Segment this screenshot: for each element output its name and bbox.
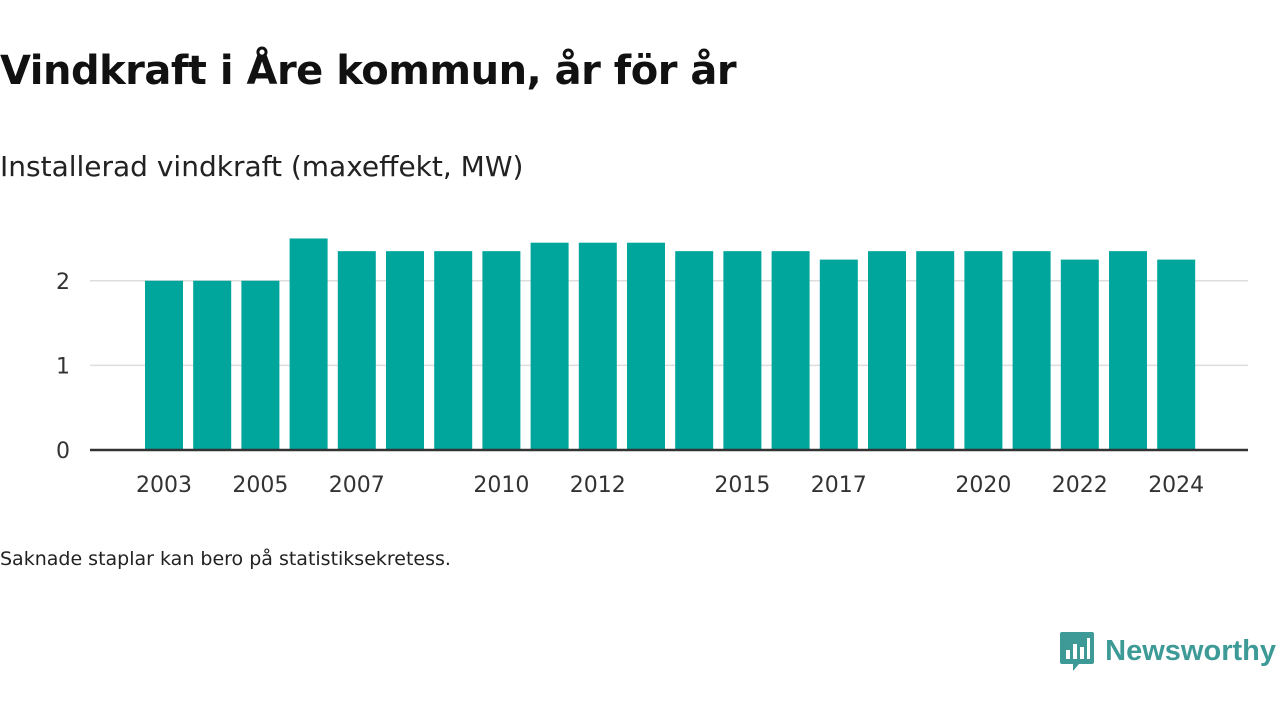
bar-2018 <box>868 251 906 450</box>
bar-2017 <box>819 259 858 450</box>
bar-2007 <box>337 251 376 450</box>
brand-logo[interactable]: Newsworthy <box>1059 630 1276 672</box>
bar-2006 <box>289 238 328 450</box>
bar-2009 <box>434 251 473 450</box>
x-tick-label: 2015 <box>714 473 770 498</box>
chart-title: Vindkraft i Åre kommun, år för år <box>0 48 737 94</box>
y-tick-label: 1 <box>56 354 70 379</box>
chart-subtitle: Installerad vindkraft (maxeffekt, MW) <box>0 150 524 183</box>
x-tick-label: 2010 <box>473 473 529 498</box>
newsworthy-logo-icon <box>1060 632 1095 671</box>
bar-2012 <box>578 242 617 450</box>
bar-2019 <box>916 251 955 450</box>
y-tick-label: 2 <box>56 270 70 295</box>
x-tick-label: 2005 <box>232 473 288 498</box>
bar-2008 <box>386 251 424 450</box>
x-tick-label: 2017 <box>811 473 867 498</box>
y-tick-label: 0 <box>56 439 70 464</box>
bar-2023 <box>1109 251 1147 450</box>
bar-2004 <box>193 280 232 450</box>
bar-2013 <box>627 242 665 450</box>
axes: 0 1 2 2003 2005 2007 2010 2012 2015 2017 2020 2022 2… <box>56 270 1248 498</box>
bar-2005 <box>241 280 280 450</box>
x-tick-label: 2020 <box>955 473 1011 498</box>
bar-2022 <box>1060 259 1099 450</box>
bar-2021 <box>1012 251 1051 450</box>
bar-2014 <box>675 251 714 450</box>
bar-2015 <box>723 251 762 450</box>
x-tick-label: 2012 <box>570 473 626 498</box>
bar-2003 <box>145 280 183 450</box>
bar-2024 <box>1157 259 1196 450</box>
x-tick-label: 2024 <box>1148 473 1204 498</box>
bars <box>145 238 1196 450</box>
grid-lines <box>90 280 1248 367</box>
bar-2016 <box>771 251 810 450</box>
bar-2020 <box>964 251 1003 450</box>
brand-name: Newsworthy <box>1105 634 1276 667</box>
x-tick-label: 2003 <box>136 473 192 498</box>
x-tick-label: 2022 <box>1052 473 1108 498</box>
bar-2010 <box>482 251 521 450</box>
x-tick-label: 2007 <box>329 473 385 498</box>
footnote: Saknade staplar kan bero på statistiksek… <box>0 548 451 570</box>
bar-2011 <box>530 242 569 450</box>
